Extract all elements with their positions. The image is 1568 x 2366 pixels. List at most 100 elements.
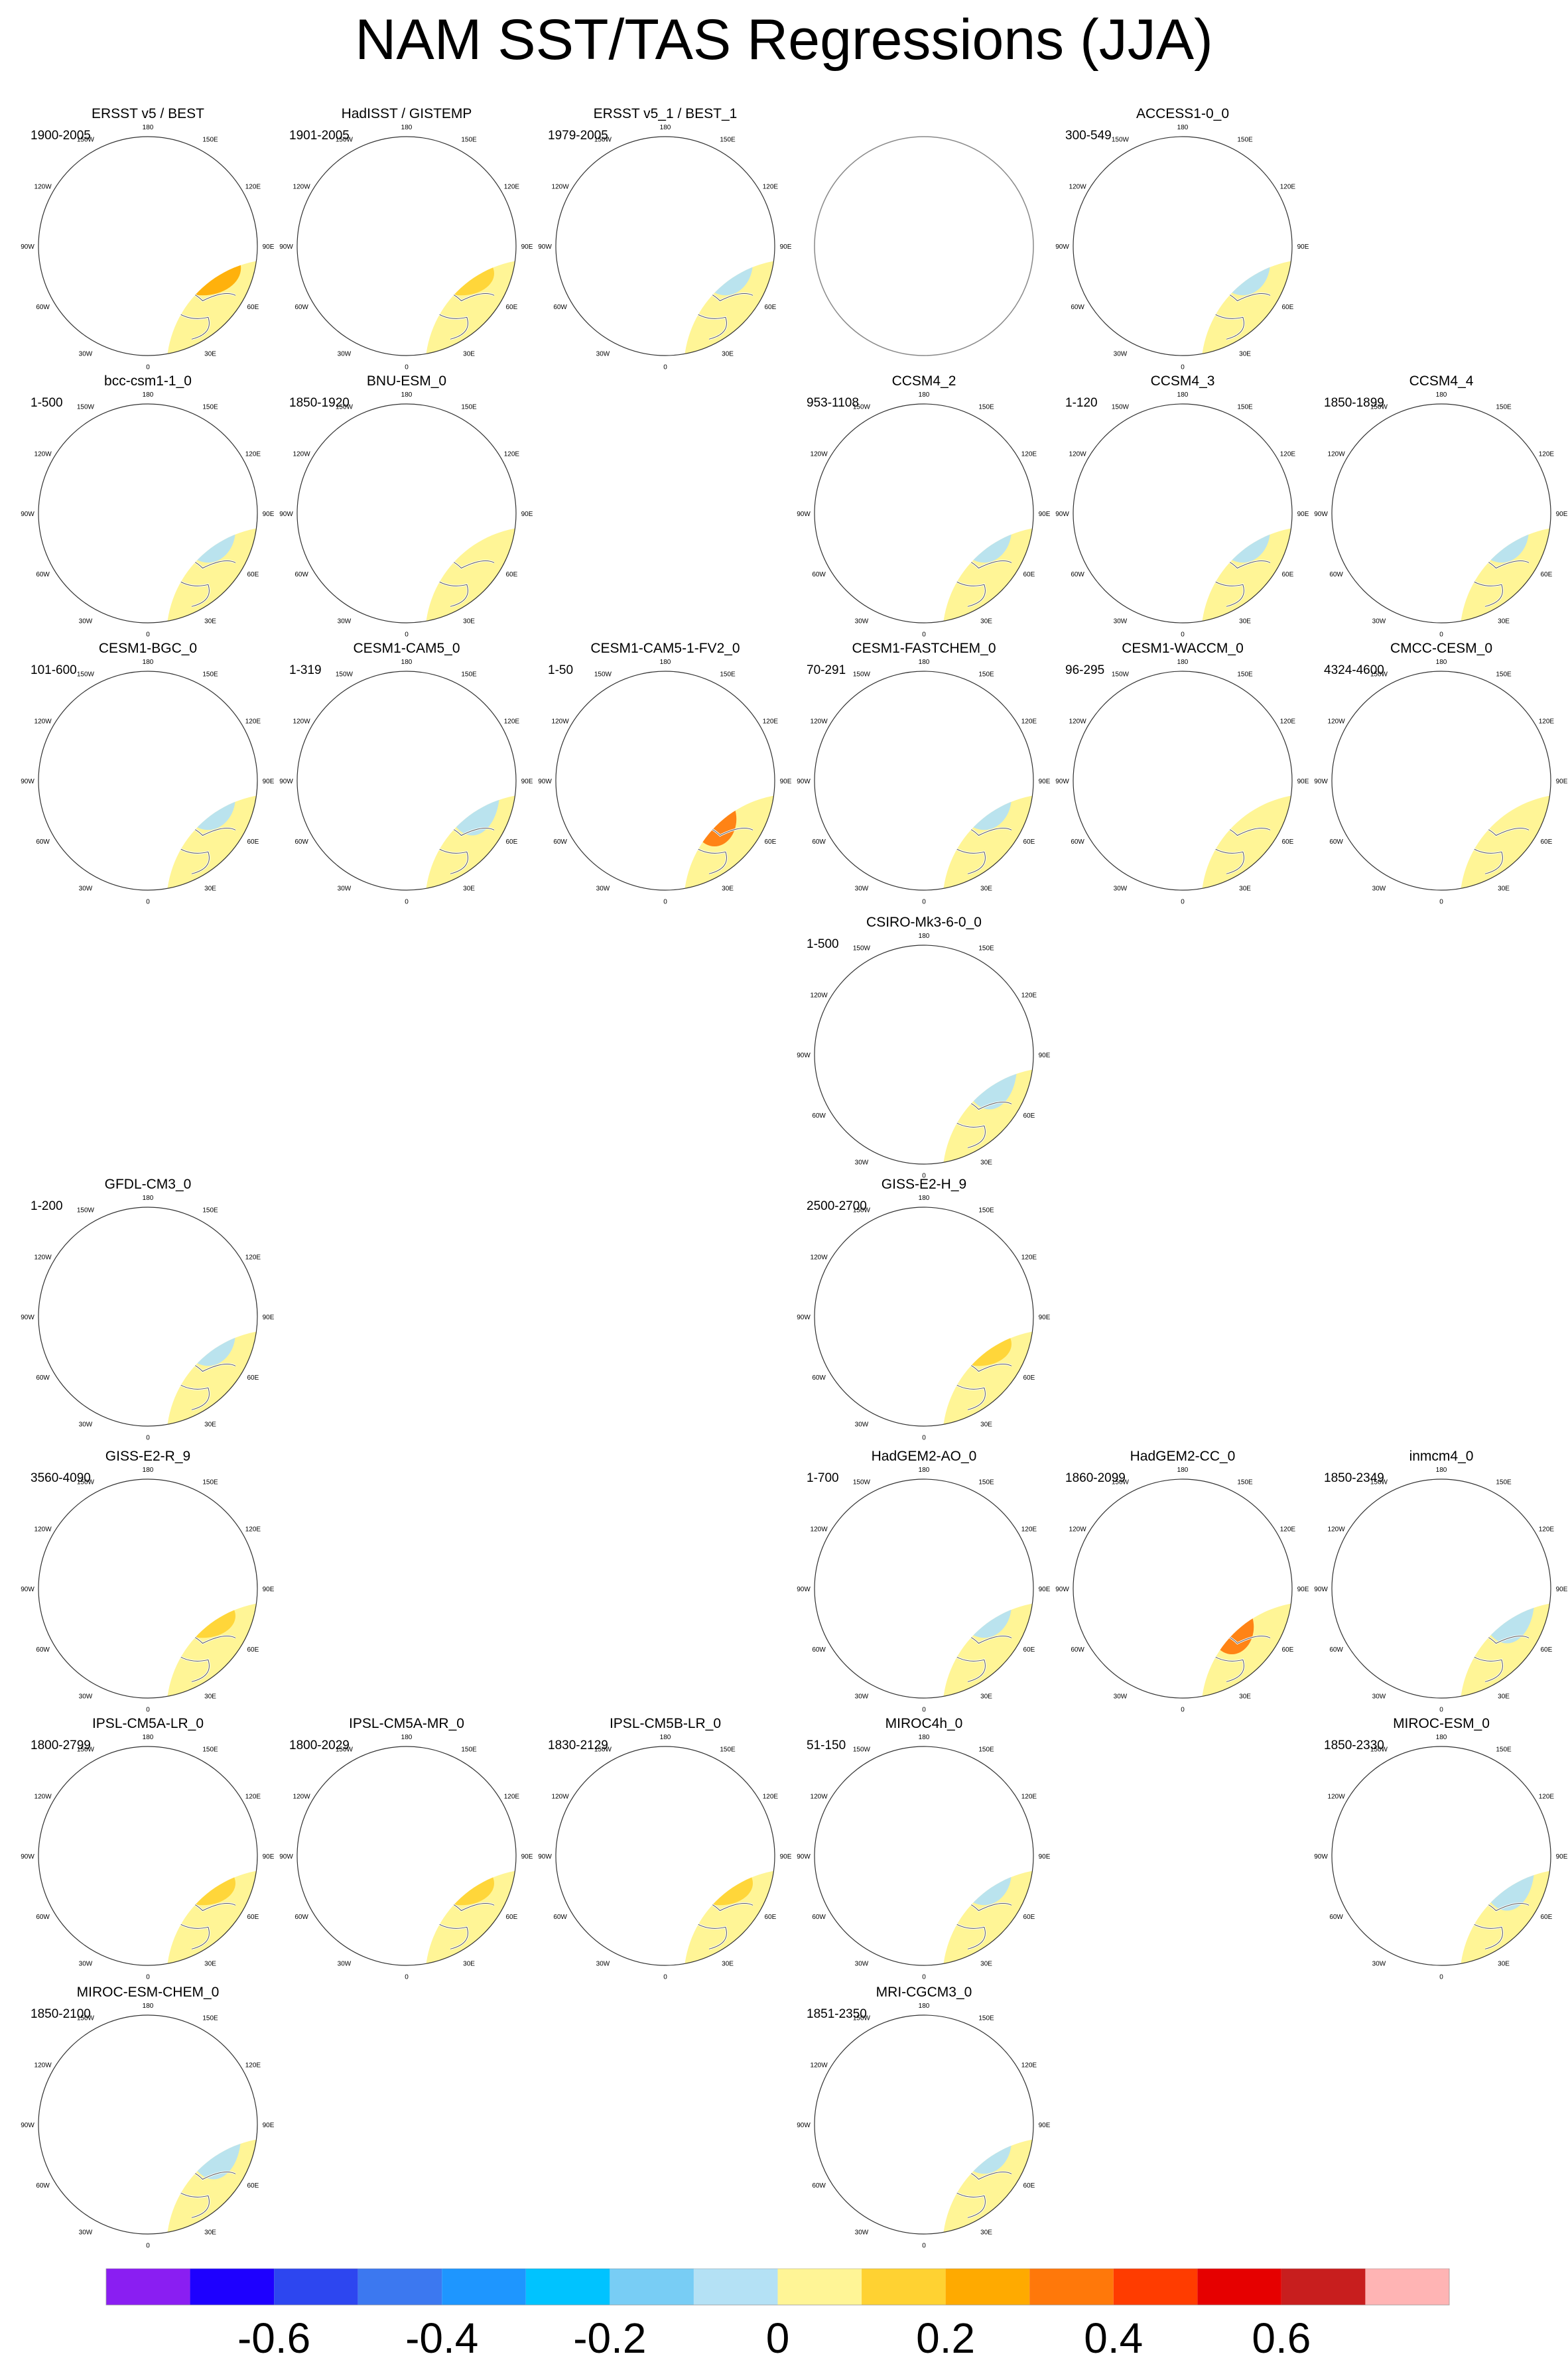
longitude-label: 150E [1237, 1479, 1253, 1486]
longitude-label: 60E [1023, 1646, 1035, 1654]
longitude-label: 60E [765, 304, 777, 311]
longitude-label: 60W [36, 304, 50, 311]
longitude-label: 90W [538, 243, 552, 251]
anomaly-region [60, 421, 235, 486]
anomaly-region [1201, 259, 1207, 281]
longitude-label: 150W [853, 671, 871, 678]
longitude-label: 60E [765, 838, 777, 846]
longitude-label: 90E [780, 778, 792, 785]
longitude-label: 120W [293, 718, 311, 725]
longitude-label: 60E [247, 1914, 259, 1921]
panel-years: 1901-2005 [289, 129, 350, 143]
anomaly-region [126, 434, 203, 473]
anomaly-region [1460, 1869, 1463, 1884]
longitude-label: 0 [922, 1707, 926, 1714]
longitude-label: 150E [202, 1746, 218, 1753]
anomaly-region [425, 794, 428, 809]
longitude-label: 60E [765, 1914, 777, 1921]
anomaly-region [1354, 683, 1529, 748]
anomaly-region [425, 1869, 440, 1887]
anomaly-region [166, 259, 181, 274]
longitude-label: 120W [34, 2062, 52, 2069]
longitude-label: 60W [812, 1914, 826, 1921]
longitude-label: 180 [401, 659, 413, 666]
anomaly-region [943, 794, 948, 816]
panel-title: MIROC-ESM_0 [1393, 1716, 1490, 1731]
longitude-label: 60W [36, 1374, 50, 1382]
longitude-label: 0 [922, 1974, 926, 1981]
longitude-label: 150E [1237, 671, 1253, 678]
anomaly-region [1419, 434, 1496, 473]
anomaly-region [826, 1878, 903, 1943]
longitude-label: 120E [1021, 1254, 1037, 1261]
longitude-label: 150W [77, 403, 95, 411]
panel-years: 1830-2129 [548, 1739, 608, 1752]
longitude-label: 60W [1071, 571, 1084, 578]
longitude-label: 90E [263, 511, 275, 518]
longitude-label: 120E [245, 450, 261, 458]
longitude-label: 0 [146, 631, 150, 639]
polar-map: 180 150W 150E 120W 120E 90W 90E 60W 60E 30W 30E 0 [797, 391, 1051, 638]
polar-map: 180 150W 150E 120W 120E 90W 90E 60W 60E 30W 30E 0 [797, 2003, 1051, 2249]
longitude-label: 150W [77, 136, 95, 143]
longitude-label: 90W [21, 1853, 34, 1861]
anomaly-region [943, 1068, 946, 1083]
anomaly-region [91, 260, 117, 287]
anomaly-region [943, 527, 948, 549]
longitude-label: 180 [401, 1734, 413, 1741]
longitude-label: 90W [1055, 1586, 1069, 1593]
panel-years: 1850-2330 [1324, 1739, 1384, 1752]
panel-title: bcc-csm1-1_0 [104, 373, 192, 389]
panel-years: 1-500 [31, 396, 63, 410]
longitude-label: 90W [21, 243, 34, 251]
panel-title: ERSST v5_1 / BEST_1 [593, 106, 738, 121]
panel-years: 1860-2099 [1065, 1471, 1126, 1485]
map-panel: IPSL-CM5A-MR_0 1800-2029 180 150W 150E 120W 12… [279, 1716, 535, 1985]
longitude-label: 90W [797, 1052, 811, 1059]
longitude-label: 30W [1372, 1693, 1386, 1701]
colorbar: -0.6 -0.4 -0.2 0 0.2 0.4 0.6 [105, 2268, 1450, 2362]
anomaly-region [826, 1049, 891, 1126]
longitude-label: 30W [1372, 618, 1386, 625]
longitude-label: 120W [34, 1254, 52, 1261]
anomaly-region [180, 527, 235, 563]
anomaly-region [50, 764, 105, 819]
longitude-label: 0 [405, 631, 409, 639]
anomaly-region [1095, 1622, 1161, 1677]
longitude-label: 150W [1112, 136, 1130, 143]
longitude-label: 150W [1370, 1479, 1388, 1486]
longitude-label: 120E [1539, 718, 1555, 725]
panel-years: 1800-2029 [289, 1739, 350, 1752]
longitude-label: 150E [202, 403, 218, 411]
map-panel: HadGEM2-AO_0 1-700 180 150W 150E 120W 120E 90W 9… [796, 1449, 1052, 1717]
polar-map: 180 150W 150E 120W 120E 90W 90E 60W 60E 30W 30E 0 [1314, 1467, 1568, 1713]
longitude-label: 30W [338, 1961, 352, 1968]
longitude-label: 120E [245, 1793, 261, 1800]
longitude-label: 30W [79, 1421, 93, 1429]
longitude-label: 90E [780, 243, 792, 251]
anomaly-region [578, 153, 753, 219]
longitude-label: 90W [279, 243, 293, 251]
anomaly-region [943, 1602, 948, 1624]
longitude-label: 120E [763, 718, 779, 725]
colorbar-tick-label: 0.2 [916, 2314, 975, 2362]
colorbar-swatch [777, 2268, 862, 2305]
anomaly-region [684, 1869, 698, 1887]
map-panel: CESM1-WACCM_0 96-295 180 150W 150E 120W 120E 90… [1055, 641, 1311, 909]
longitude-label: 120E [1280, 450, 1296, 458]
longitude-label: 120E [245, 718, 261, 725]
longitude-label: 60W [812, 838, 826, 846]
anomaly-region [902, 1509, 979, 1548]
polar-map: 180 150W 150E 120W 120E 90W 90E 60W 60E 30W 30E 0 [1055, 659, 1309, 905]
anomaly-region [1460, 794, 1502, 809]
longitude-label: 60W [36, 571, 50, 578]
anomaly-region [902, 701, 979, 740]
longitude-label: 30E [1498, 1961, 1510, 1968]
longitude-label: 90W [797, 2122, 811, 2129]
longitude-label: 90W [538, 778, 552, 785]
anomaly-region [1201, 794, 1243, 809]
longitude-label: 180 [1436, 659, 1447, 666]
longitude-label: 150W [77, 1746, 95, 1753]
longitude-label: 150W [1370, 671, 1388, 678]
polar-map: 180 150W 150E 120W 120E 90W 90E 60W 60E 30W 30E 0 [1314, 1734, 1568, 1981]
